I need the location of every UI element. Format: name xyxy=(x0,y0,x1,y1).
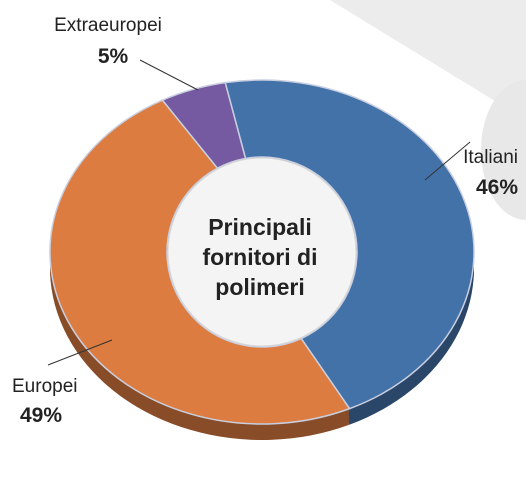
center-hole xyxy=(167,157,357,347)
value-label: 5% xyxy=(98,45,129,68)
value-label: 49% xyxy=(20,404,62,427)
donut xyxy=(49,79,475,440)
background-shape xyxy=(330,0,526,120)
center-title: Principali fornitori di polimeri xyxy=(202,214,318,300)
segment xyxy=(161,81,247,170)
leader-line xyxy=(424,141,471,181)
value-label: 46% xyxy=(476,176,518,199)
category-label: Europei xyxy=(12,376,78,397)
category-label: Italiani xyxy=(463,147,518,168)
background-shape xyxy=(481,80,526,220)
leader-line xyxy=(139,59,199,91)
segment xyxy=(224,79,475,410)
leader-line xyxy=(47,339,113,366)
category-label: Extraeuropei xyxy=(54,15,162,36)
segment xyxy=(49,99,351,425)
